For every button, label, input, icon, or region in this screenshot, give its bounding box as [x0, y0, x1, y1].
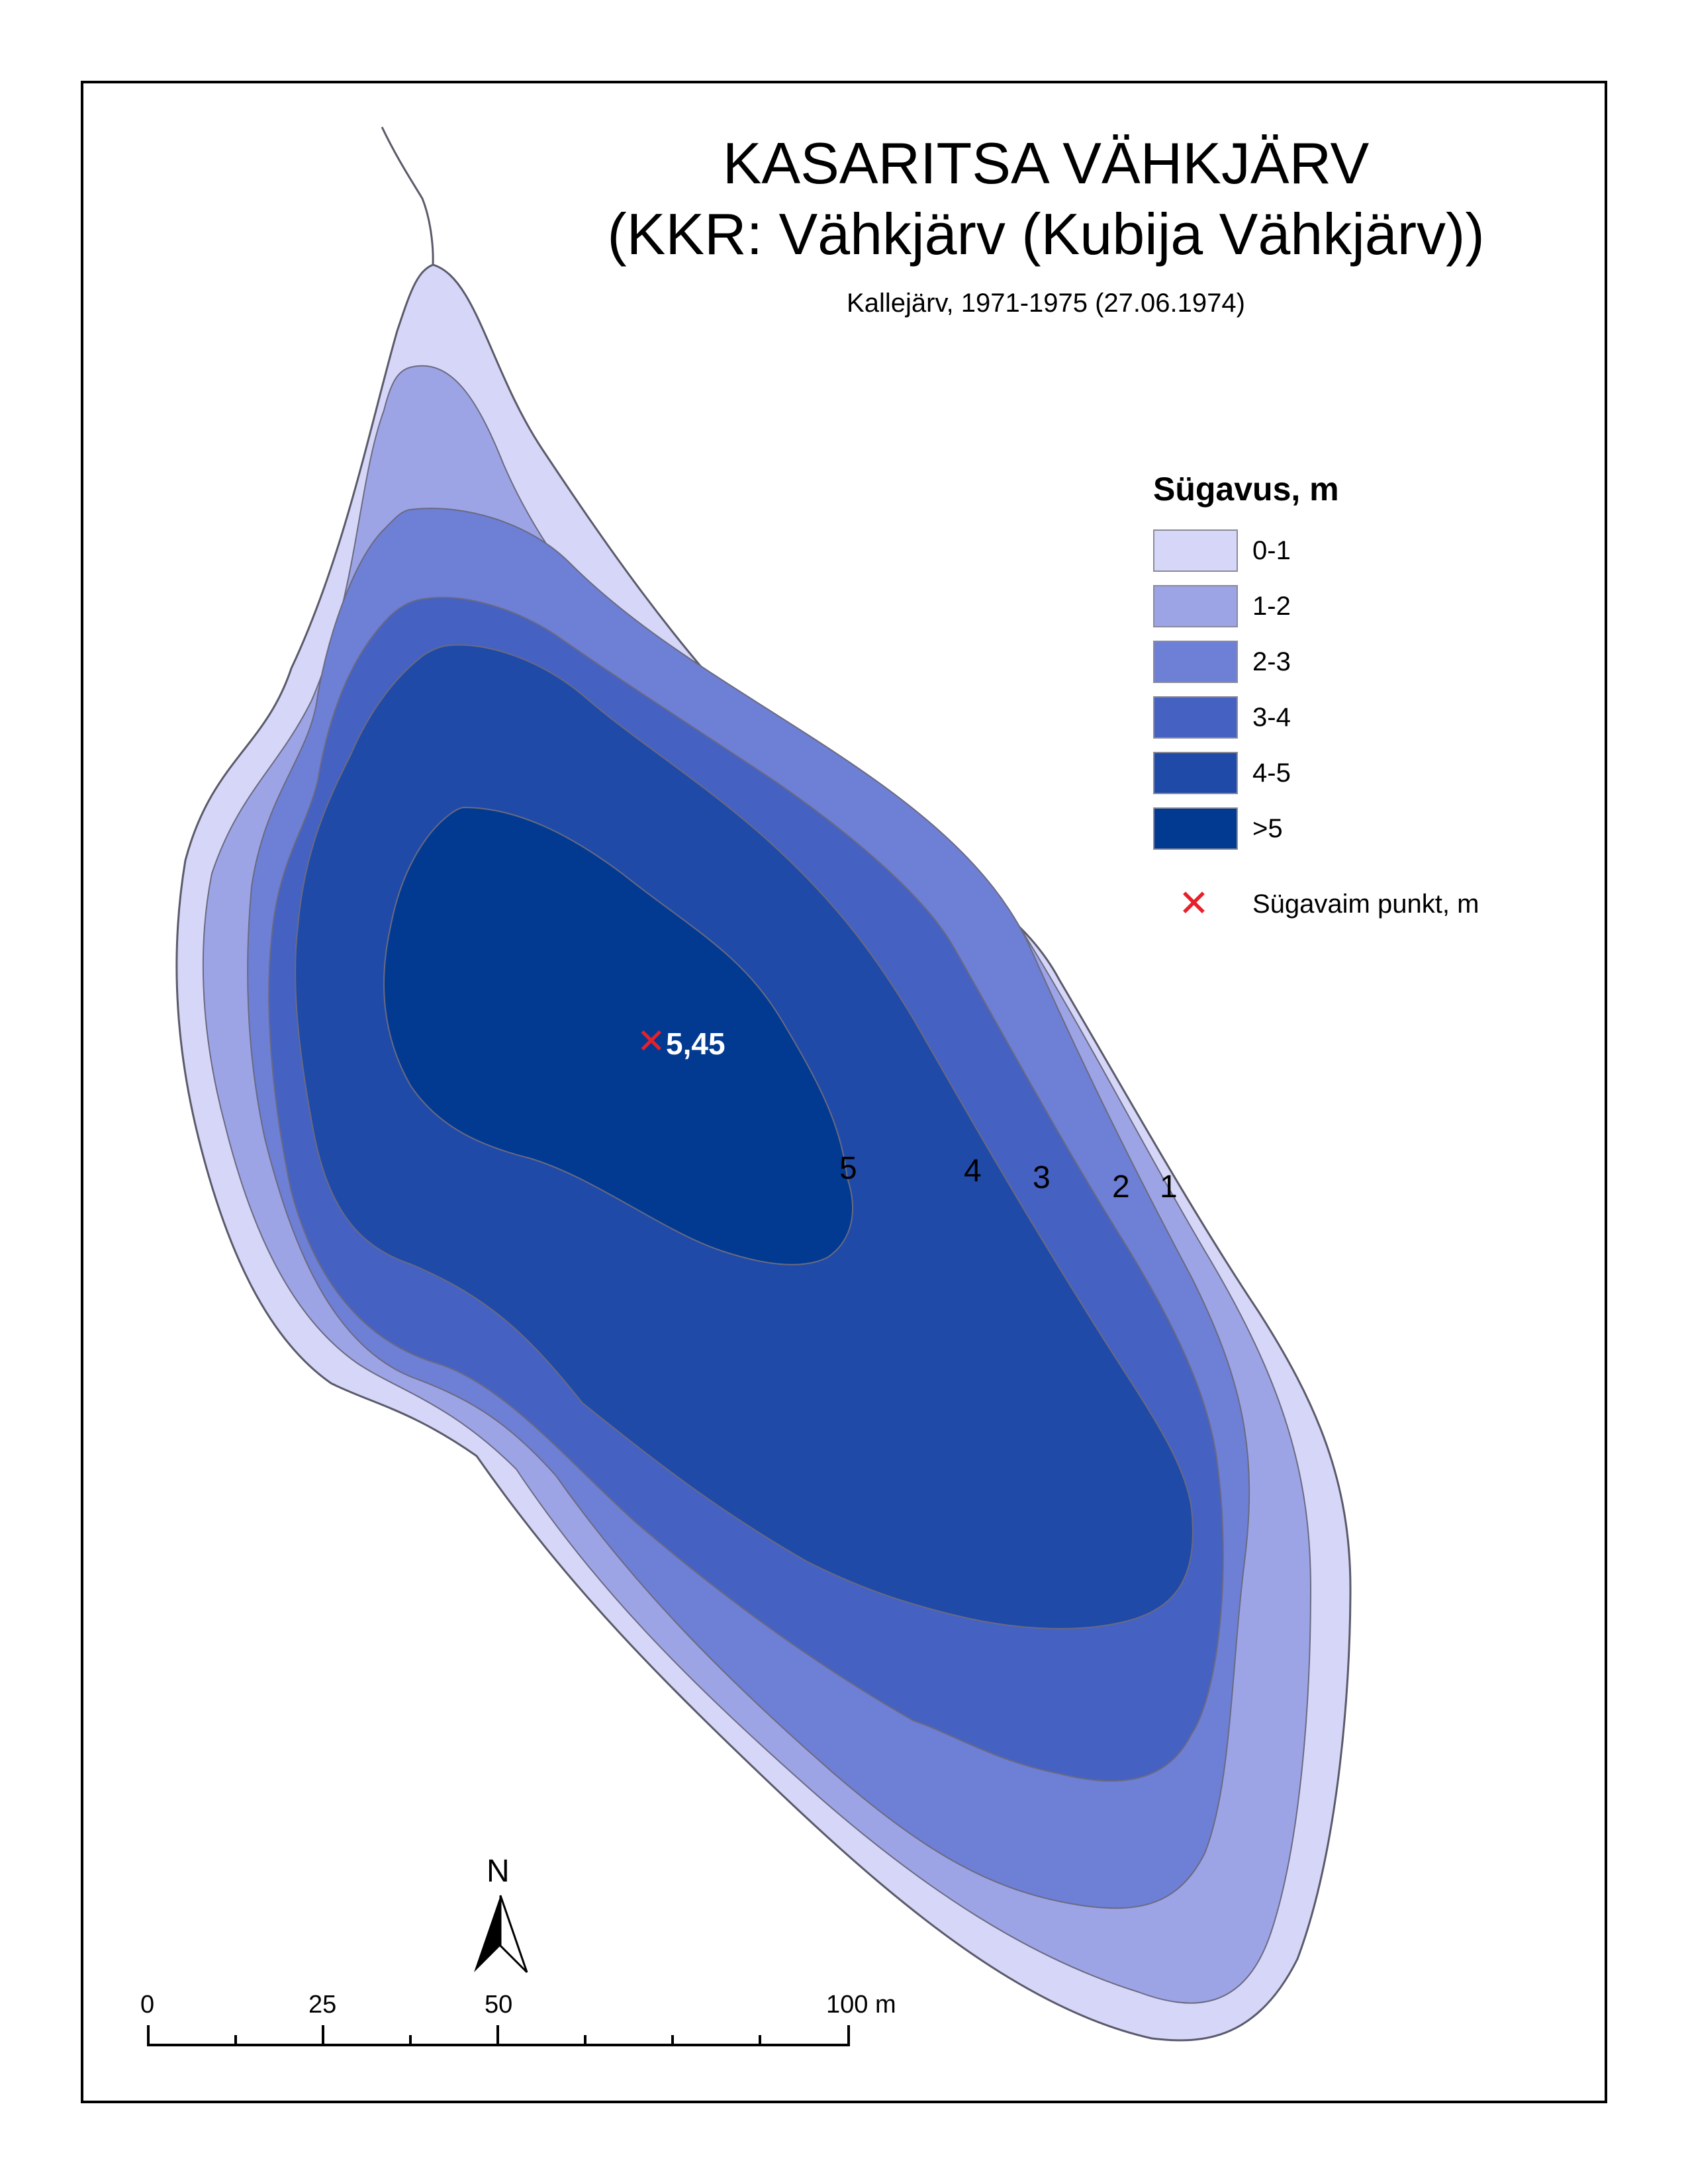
north-arrow-icon	[474, 1895, 528, 1974]
inflow-stream	[381, 126, 434, 265]
north-label: N	[487, 1854, 510, 1889]
deepest-point-marker-icon: ✕	[637, 1023, 666, 1061]
contour-label: 1	[1160, 1169, 1178, 1205]
map-source: Kallejärv, 1971-1975 (27.06.1974)	[847, 289, 1245, 318]
contour-label: 5	[839, 1151, 857, 1186]
legend-label: 1-2	[1252, 592, 1291, 621]
contour-label: 4	[964, 1154, 982, 1189]
legend-label: >5	[1252, 814, 1283, 843]
deepest-point-value: 5,45	[666, 1026, 726, 1061]
map-subtitle: (KKR: Vähkjärv (Kubija Vähkjärv))	[607, 201, 1485, 267]
cross-icon: ✕	[1178, 882, 1209, 924]
contour-label: 2	[1112, 1169, 1130, 1205]
legend-title: Sügavus, m	[1153, 471, 1339, 508]
legend-label: 2-3	[1252, 647, 1291, 676]
scale-label: 0	[140, 1991, 155, 2019]
scale-label: 25	[308, 1991, 337, 2019]
legend-swatch	[1153, 585, 1238, 627]
legend-swatch	[1153, 807, 1238, 850]
legend-swatch	[1153, 696, 1238, 739]
map-title: KASARITSA VÄHKJÄRV	[722, 130, 1370, 196]
legend-label: 0-1	[1252, 536, 1291, 565]
scale-label: 50	[485, 1991, 513, 2019]
legend-label: Sügavaim punkt, m	[1252, 889, 1479, 919]
map-frame	[81, 81, 1607, 2103]
legend-label: 3-4	[1252, 703, 1291, 732]
legend-swatch	[1153, 641, 1238, 683]
depth-zone-gt-5	[383, 806, 853, 1265]
scale-label: 100 m	[826, 1991, 896, 2019]
scale-bar	[147, 2025, 850, 2046]
contour-label: 3	[1033, 1160, 1051, 1195]
legend-label: 4-5	[1252, 758, 1291, 788]
legend-swatch	[1153, 529, 1238, 572]
legend-swatch	[1153, 752, 1238, 794]
